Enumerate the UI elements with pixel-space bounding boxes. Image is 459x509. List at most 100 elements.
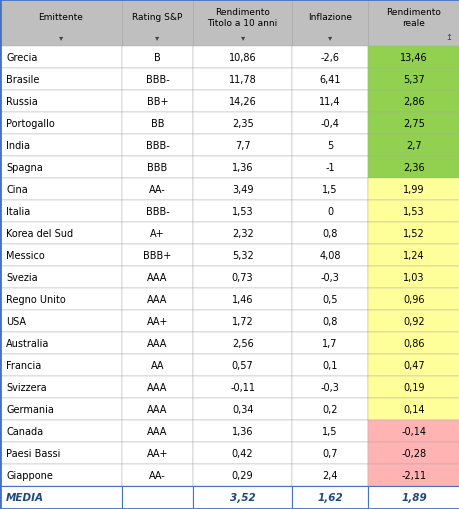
Bar [291,244,367,266]
Bar [193,0,291,47]
Bar [193,486,291,509]
Text: 0,14: 0,14 [403,404,424,414]
Text: Messico: Messico [6,250,45,260]
Text: 2,86: 2,86 [402,97,424,107]
Bar [122,266,193,288]
Text: 2,75: 2,75 [402,119,424,129]
Text: BBB-: BBB- [146,75,169,84]
Bar [122,69,193,91]
Text: 7,7: 7,7 [235,140,250,151]
Text: 0,1: 0,1 [322,360,337,370]
Text: -0,11: -0,11 [230,382,255,392]
Text: -0,14: -0,14 [401,426,425,436]
Text: Rating S&P: Rating S&P [132,13,182,22]
Bar [122,179,193,201]
Text: BBB: BBB [147,162,168,173]
Bar [0,376,122,398]
Bar [193,222,291,244]
Text: A+: A+ [150,229,164,238]
Text: Portogallo: Portogallo [6,119,55,129]
Text: Paesi Bassi: Paesi Bassi [6,448,60,458]
Bar [0,201,122,222]
Bar [291,310,367,332]
Bar [193,310,291,332]
Text: Germania: Germania [6,404,54,414]
Bar [367,244,459,266]
Text: -0,3: -0,3 [320,272,339,282]
Bar [0,91,122,112]
Text: Svezia: Svezia [6,272,38,282]
Bar [0,222,122,244]
Bar [0,486,122,509]
Bar [367,376,459,398]
Bar [291,288,367,310]
Bar [291,91,367,112]
Bar [193,442,291,464]
Bar [193,354,291,376]
Bar [122,464,193,486]
Bar [122,134,193,157]
Text: Cina: Cina [6,184,28,194]
Text: 13,46: 13,46 [399,53,427,63]
Text: Giappone: Giappone [6,470,53,479]
Text: 11,4: 11,4 [319,97,340,107]
Text: ↥: ↥ [445,33,452,42]
Bar [193,91,291,112]
Bar [122,354,193,376]
Bar [367,266,459,288]
Bar [122,0,193,47]
Bar [367,464,459,486]
Bar [291,47,367,69]
Text: 6,41: 6,41 [319,75,340,84]
Bar [367,222,459,244]
Bar [193,47,291,69]
Text: 0,86: 0,86 [403,338,424,348]
Text: 1,89: 1,89 [400,492,426,502]
Bar [367,420,459,442]
Bar [122,91,193,112]
Text: -1: -1 [325,162,334,173]
Bar [122,222,193,244]
Bar [291,157,367,179]
Text: -2,11: -2,11 [401,470,425,479]
Bar [367,0,459,47]
Text: 0,34: 0,34 [231,404,253,414]
Text: Rendimento
Titolo a 10 anni: Rendimento Titolo a 10 anni [207,8,277,27]
Text: 5,37: 5,37 [402,75,424,84]
Text: 0,47: 0,47 [402,360,424,370]
Bar [291,179,367,201]
Text: 0: 0 [326,206,332,216]
Text: 5: 5 [326,140,332,151]
Text: 3,49: 3,49 [231,184,253,194]
Text: 1,99: 1,99 [403,184,424,194]
Bar [367,332,459,354]
Text: AAA: AAA [147,294,168,304]
Bar [367,157,459,179]
Bar [0,420,122,442]
Bar [122,288,193,310]
Bar [367,91,459,112]
Text: 4,08: 4,08 [319,250,340,260]
Text: Francia: Francia [6,360,41,370]
Text: 2,35: 2,35 [231,119,253,129]
Text: 2,56: 2,56 [231,338,253,348]
Bar [367,134,459,157]
Text: Emittente: Emittente [39,13,83,22]
Bar [291,442,367,464]
Bar [193,244,291,266]
Text: 1,46: 1,46 [231,294,253,304]
Bar [367,486,459,509]
Text: 0,29: 0,29 [231,470,253,479]
Bar [291,134,367,157]
Text: Australia: Australia [6,338,50,348]
Text: Rendimento
reale: Rendimento reale [386,8,441,27]
Bar [0,332,122,354]
Text: 0,73: 0,73 [231,272,253,282]
Text: B: B [154,53,161,63]
Text: Svizzera: Svizzera [6,382,47,392]
Text: 1,72: 1,72 [231,316,253,326]
Text: 5,32: 5,32 [231,250,253,260]
Bar [193,332,291,354]
Bar [291,332,367,354]
Bar [0,464,122,486]
